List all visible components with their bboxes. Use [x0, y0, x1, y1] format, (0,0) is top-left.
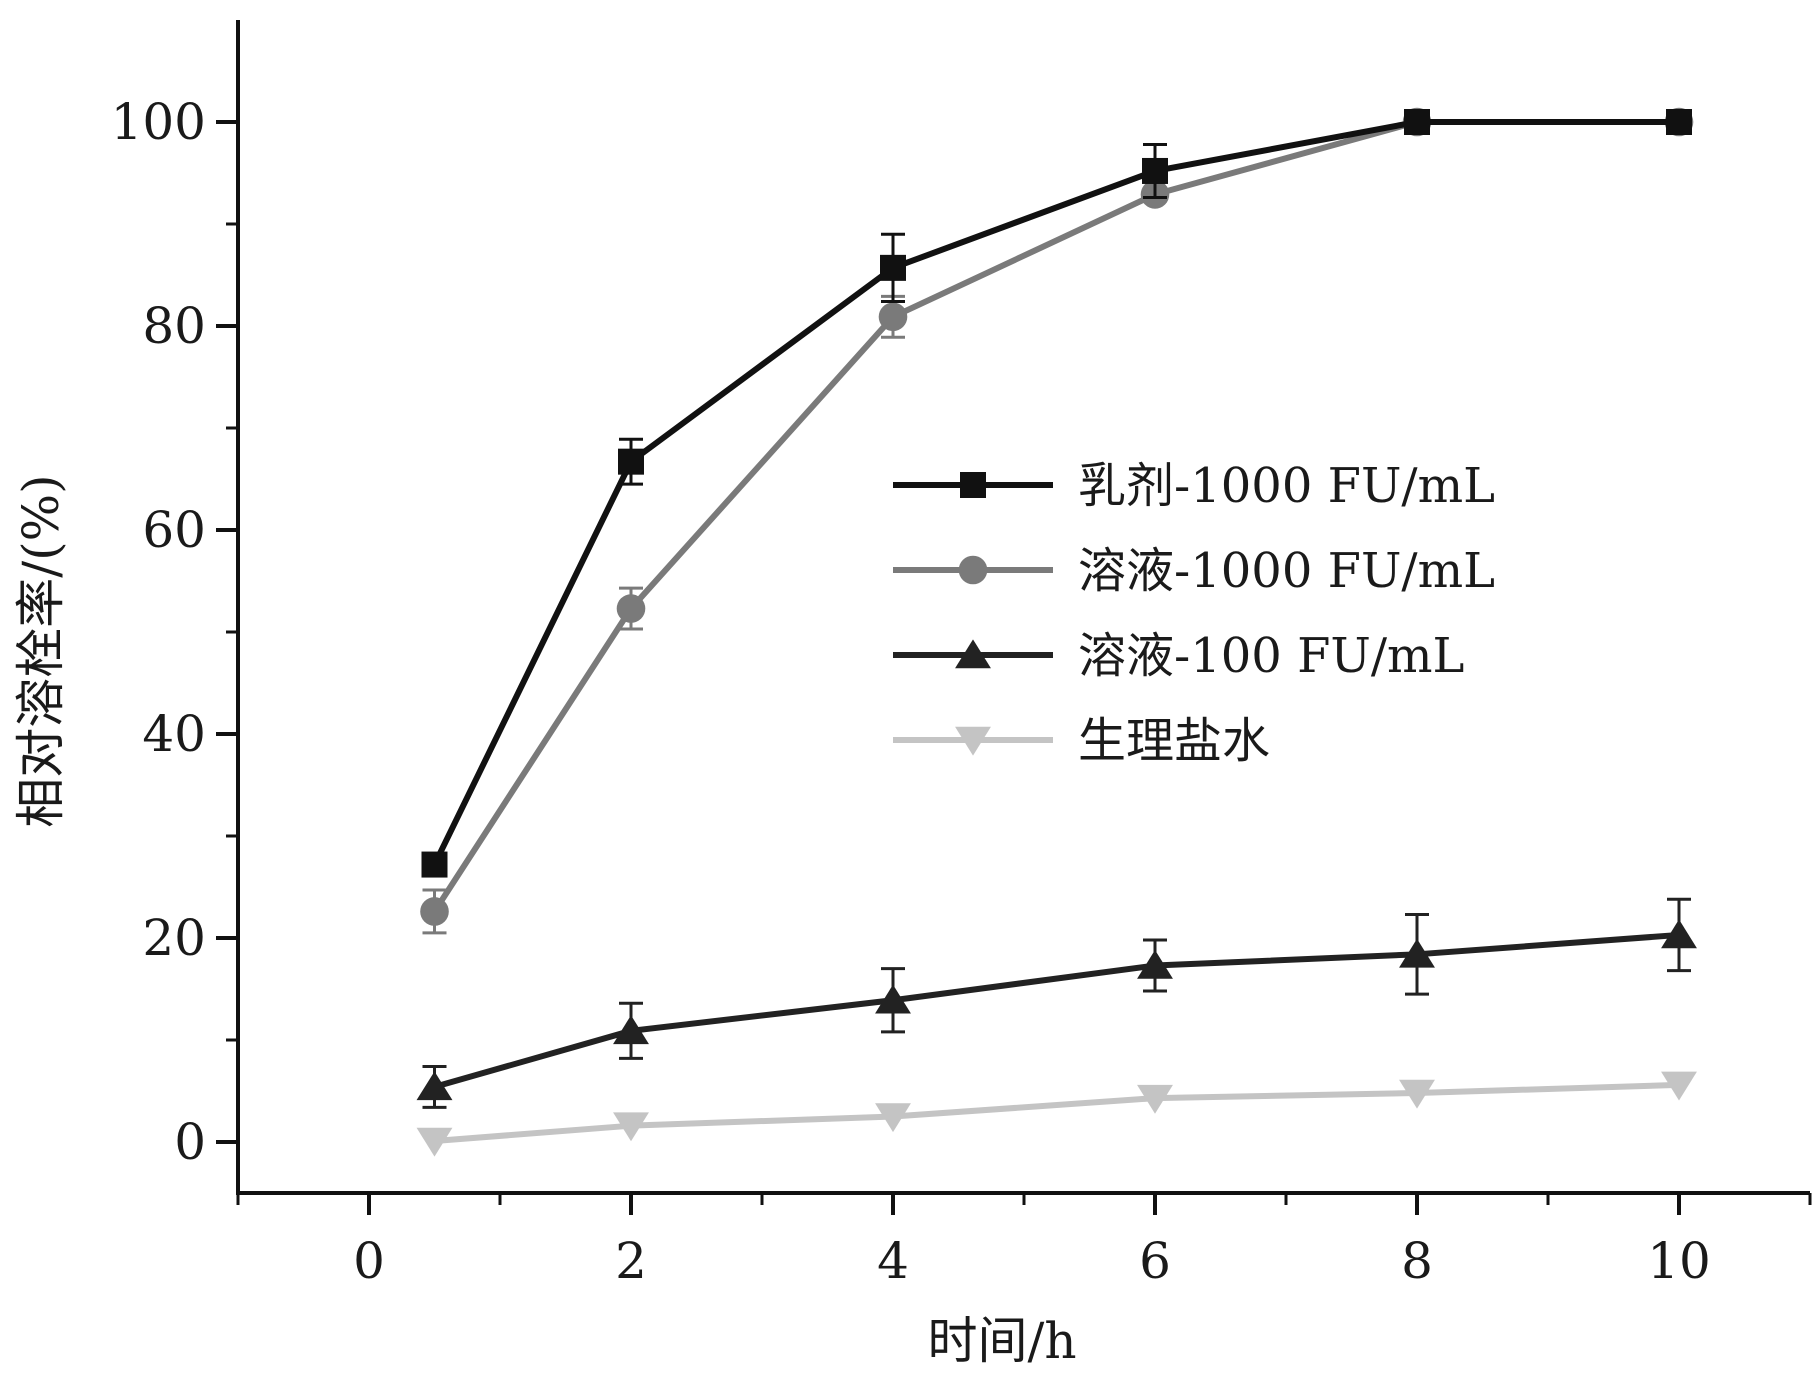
x-tick-label: 6 [1139, 1232, 1171, 1290]
y-tick-label: 100 [111, 93, 206, 151]
legend-swatch-marker [960, 472, 986, 498]
data-point [618, 448, 644, 475]
y-tick-label: 40 [142, 705, 206, 763]
legend-label: 生理盐水 [1078, 713, 1270, 769]
data-point [420, 897, 449, 926]
data-point [1666, 109, 1692, 135]
series-line [433, 931, 1680, 1090]
data-point [1137, 949, 1173, 979]
data-point [613, 1112, 649, 1142]
data-point [1404, 109, 1430, 135]
legend: 乳剂-1000 FU/mL 溶液-1000 FU/mL 溶液-100 FU/mL 生理… [893, 458, 1495, 769]
data-point [1137, 1084, 1173, 1114]
legend-label: 溶液-1000 FU/mL [1078, 543, 1495, 599]
x-axis-title: 时间/h [927, 1312, 1076, 1370]
y-axis-title: 相对溶栓率/(%) [12, 474, 70, 827]
legend-swatch-marker [958, 555, 988, 585]
plot-series [416, 107, 1697, 1157]
data-point [1399, 1079, 1435, 1109]
series-2 [420, 107, 1694, 935]
series-line [431, 119, 1679, 914]
legend-swatch-marker [955, 726, 991, 756]
x-tick-label: 0 [353, 1232, 385, 1290]
legend-item: 生理盐水 [893, 713, 1270, 769]
data-point [1142, 157, 1168, 184]
y-tick-label: 20 [142, 909, 206, 967]
legend-label: 溶液-100 FU/mL [1078, 628, 1464, 684]
y-tick-label: 60 [142, 501, 206, 559]
legend-item: 溶液-100 FU/mL [893, 628, 1464, 684]
data-point [1661, 1071, 1697, 1101]
y-tick-label: 80 [142, 297, 206, 355]
series-1 [421, 109, 1692, 878]
x-tick-label: 2 [615, 1232, 647, 1290]
data-point [875, 984, 911, 1014]
data-point [416, 1127, 453, 1157]
data-point [1661, 919, 1697, 949]
series-line [434, 1081, 1680, 1144]
legend-swatch-marker [955, 639, 991, 669]
data-point [1399, 938, 1435, 968]
x-tick-label: 4 [877, 1232, 909, 1290]
x-tick-label: 10 [1647, 1232, 1711, 1290]
series-3 [416, 897, 1697, 1109]
data-point [613, 1015, 649, 1045]
y-tick-label: 0 [174, 1113, 206, 1171]
legend-item: 溶液-1000 FU/mL [893, 543, 1495, 599]
data-point [616, 594, 646, 623]
x-tick-label: 8 [1401, 1232, 1433, 1290]
data-point [875, 1103, 911, 1133]
data-point [421, 851, 448, 878]
data-point [416, 1071, 453, 1101]
data-point [880, 254, 906, 281]
legend-label: 乳剂-1000 FU/mL [1078, 458, 1495, 514]
legend-item: 乳剂-1000 FU/mL [893, 458, 1495, 514]
series-line [431, 119, 1679, 866]
data-point [878, 302, 908, 332]
series-4 [416, 1071, 1697, 1157]
